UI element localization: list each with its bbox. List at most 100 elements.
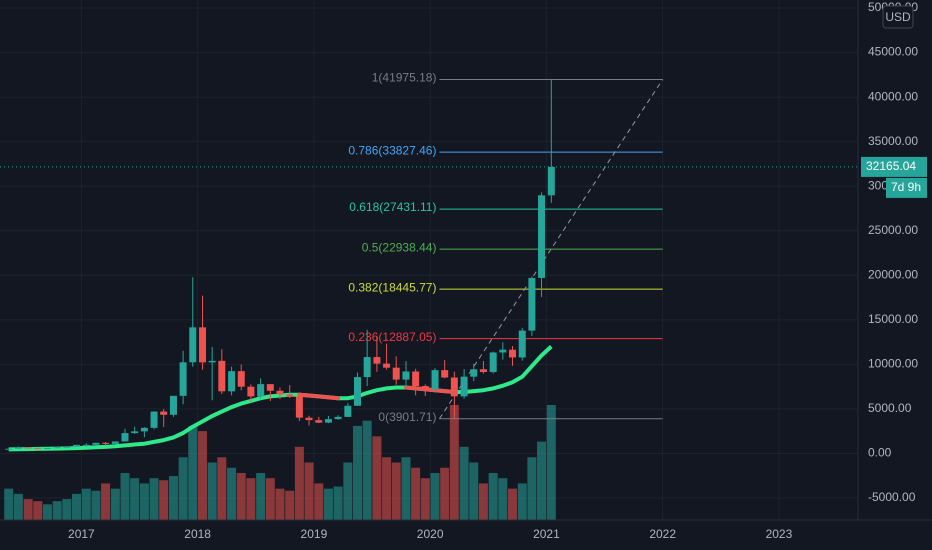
candle-body [257,384,265,397]
fib-label: 0.786(33827.46) [348,143,436,157]
y-tick-label: 45000.00 [868,45,918,59]
volume-bar [188,425,198,520]
volume-bar [294,446,304,520]
candle-body [63,446,71,448]
volume-bar [101,483,111,520]
volume-bar [285,490,295,520]
candle-body [43,448,51,450]
volume-bar [546,405,556,520]
volume-bar [159,480,169,520]
candle-body [53,447,61,449]
candle-body [111,441,119,444]
y-tick-label: 15000.00 [868,312,918,326]
candle-body [412,371,420,387]
volume-bar [13,493,23,520]
volume-bar [227,467,237,520]
volume-bar [411,467,421,520]
fib-label: 0.5(22938.44) [362,240,437,254]
fib-label: 0.236(12887.05) [348,330,436,344]
volume-bar [71,493,81,520]
x-tick-label: 2017 [68,527,95,541]
volume-bar [401,457,411,520]
candle-body [344,405,352,417]
candle-body [402,371,410,380]
candle-body [237,371,245,387]
candle-body [295,396,303,418]
candles [5,79,555,450]
candle-body [179,362,187,396]
candle-body [92,442,100,445]
fibonacci: 1(41975.18) 0.786(33827.46) 0.618(27431.11… [0,71,858,424]
candle-body [460,376,468,397]
volume-bar [382,457,392,520]
y-tick-label: 40000.00 [868,89,918,103]
last-price-label: 32165.04 [866,159,916,173]
candle-body [528,277,536,331]
volume-bar [469,462,479,520]
volume-bar [149,478,159,520]
volume-bar [198,431,208,520]
candle-body [72,444,80,447]
fib-label: 0.618(27431.11) [349,200,436,214]
volume-bar [323,488,333,520]
candle-body [208,360,216,363]
candle-body [441,370,449,378]
candle-body [363,357,371,378]
volume-bar [449,405,459,520]
volume-bar [42,504,52,520]
candle-body [24,447,32,449]
y-tick-label: -5000.00 [868,490,916,504]
volume-bar [391,462,401,520]
candle-body [479,369,487,373]
volume-bar [236,472,246,520]
candle-body [305,417,313,421]
last-price-tag [861,156,927,177]
x-tick-label: 2022 [649,527,676,541]
candle-body [14,447,22,449]
candle-body [5,448,13,450]
candle-body [121,433,129,442]
volume-bar [430,472,440,520]
volume-bar [440,467,450,520]
fib-label: 0.382(18445.77) [348,280,436,294]
candle-body [508,349,516,358]
currency: USD [885,10,911,24]
volume-bar [517,483,527,520]
volume-bar [4,488,14,520]
candle-body [470,369,478,377]
candle-body [228,371,236,392]
candle-body [392,367,400,380]
candle-body [518,330,526,358]
candle-body [82,444,90,446]
x-tick-label: 2023 [766,527,793,541]
y-tick-label: 0.00 [868,446,892,460]
volume-bar [527,457,537,520]
currency-box[interactable] [882,5,914,29]
volume-bar [304,462,314,520]
volume-bar [488,472,498,520]
candle-body [373,357,381,364]
candle-body [315,420,323,423]
volume-bar [420,478,430,520]
volume-bar [353,425,362,520]
volume-bar [110,488,120,520]
candle-body [140,427,148,432]
candle-body [199,327,207,363]
volume-bar [265,478,275,520]
countdown-tag [886,177,927,198]
volume-bar [498,478,508,520]
candle-body [324,419,332,423]
x-tick-label: 2020 [417,527,444,541]
fib-label: 1(41975.18) [372,71,437,85]
volume-bar [459,446,469,520]
x-tick-label: 2018 [184,527,211,541]
candle-body [431,370,439,390]
x-tick-label: 2019 [301,527,328,541]
volume-bar [256,472,266,520]
candle-body [247,386,255,397]
y-tick-label: 25000.00 [868,223,918,237]
volume-bar [275,488,285,520]
y-tick-label: 20000.00 [868,267,918,281]
volume-bar [139,483,149,520]
